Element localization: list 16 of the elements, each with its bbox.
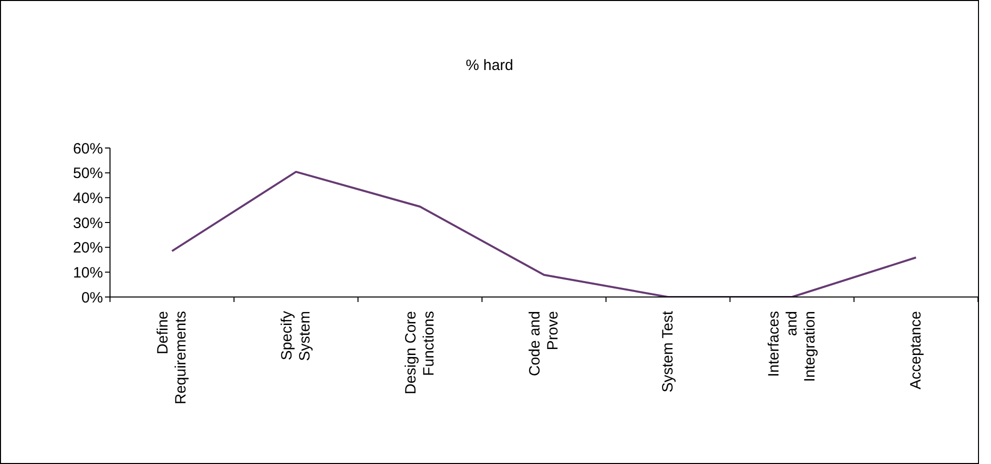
chart-title: % hard <box>464 57 514 74</box>
x-tick-label: Acceptance <box>908 311 924 390</box>
x-tick-label: Design Core Functions <box>402 311 438 394</box>
x-tick-label: System Test <box>660 310 676 392</box>
y-tick-label: 40% <box>72 190 103 207</box>
y-tick-label: 30% <box>72 214 103 232</box>
y-tick-label: 60% <box>72 140 103 158</box>
line-series <box>171 170 917 297</box>
y-tick-label: 0% <box>81 289 103 306</box>
x-tick-label: Specify System <box>278 310 314 362</box>
y-tick-label: 50% <box>72 165 103 182</box>
x-tick-label: Code and Prove <box>526 311 562 376</box>
x-tick-label: Define Requirements <box>154 311 190 404</box>
y-tick-label: 20% <box>72 240 103 257</box>
y-tick-label: 10% <box>72 264 103 282</box>
x-tick-label: Interfaces and Integration <box>766 311 818 382</box>
